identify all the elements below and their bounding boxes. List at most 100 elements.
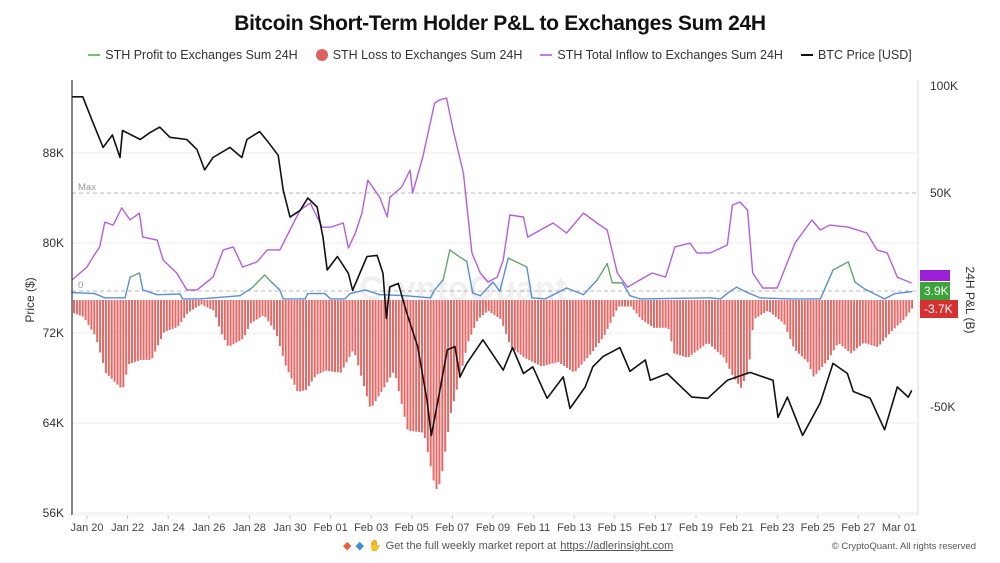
profit-line-segment — [252, 274, 266, 288]
loss-bar — [708, 300, 711, 344]
loss-bar — [505, 300, 508, 334]
loss-bar — [751, 300, 754, 331]
loss-bar — [548, 300, 551, 365]
y-left-tick-label: 64K — [43, 416, 64, 430]
loss-bar — [345, 300, 348, 363]
last-value-badge — [920, 282, 950, 300]
loss-bar — [571, 300, 574, 372]
loss-bar — [490, 300, 493, 314]
loss-bar — [273, 300, 276, 330]
loss-bar — [577, 300, 580, 368]
loss-bar — [209, 300, 212, 309]
last-value-badge-label: -3.7K — [924, 302, 953, 316]
loss-bar — [821, 300, 824, 367]
loss-bar — [203, 300, 206, 306]
y-left-tick-label: 56K — [43, 506, 64, 520]
profit-line-segment — [596, 262, 608, 281]
loss-bar — [220, 300, 223, 335]
profit-line-segment — [507, 257, 528, 268]
loss-bar — [389, 300, 392, 378]
loss-bar — [363, 300, 365, 387]
loss-bar — [84, 300, 87, 321]
loss-bar — [899, 300, 902, 323]
loss-bar — [557, 300, 560, 363]
loss-bar — [464, 300, 467, 353]
loss-bar — [760, 300, 763, 315]
loss-bar — [133, 300, 136, 362]
loss-bar — [740, 300, 742, 388]
loss-bar — [844, 300, 847, 349]
footer-link[interactable]: https://adlerinsight.com — [560, 539, 674, 552]
loss-bar — [734, 300, 737, 380]
loss-bar — [519, 300, 522, 355]
x-tick-label: Jan 30 — [273, 522, 306, 534]
loss-bar — [882, 300, 885, 342]
loss-bar — [377, 300, 380, 397]
loss-bar — [682, 300, 684, 357]
loss-bar — [522, 300, 525, 358]
loss-bar — [110, 300, 113, 379]
loss-bar — [473, 300, 476, 328]
loss-bar — [487, 300, 490, 312]
loss-bar — [774, 300, 777, 317]
loss-bar — [113, 300, 116, 382]
loss-bar — [244, 300, 247, 336]
loss-bar — [287, 300, 290, 373]
loss-bar — [757, 300, 760, 317]
loss-bar — [339, 300, 342, 373]
profit-line-segment — [744, 290, 761, 299]
loss-bar — [119, 300, 122, 388]
loss-bar — [806, 300, 809, 362]
loss-bar — [116, 300, 119, 385]
loss-bar — [635, 300, 638, 314]
loss-bar — [873, 300, 876, 347]
loss-bar — [365, 300, 368, 397]
loss-bar — [354, 300, 357, 356]
loss-bar — [450, 300, 452, 413]
profit-line-segment — [565, 287, 585, 296]
loss-bar — [769, 300, 771, 313]
x-tick-label: Feb 13 — [557, 522, 591, 534]
y-left-tick-label: 72K — [43, 326, 64, 340]
loss-bar — [853, 300, 856, 351]
loss-bar — [679, 300, 682, 356]
loss-bar — [261, 300, 264, 316]
loss-bar — [722, 300, 725, 358]
loss-bar — [191, 300, 194, 310]
loss-bar — [142, 300, 145, 360]
legend-item-price[interactable]: BTC Price [USD] — [800, 48, 912, 62]
legend-item-loss[interactable]: STH Loss to Exchanges Sum 24H — [315, 48, 522, 62]
legend-item-profit[interactable]: STH Profit to Exchanges Sum 24H — [88, 48, 298, 62]
loss-bar — [621, 300, 624, 307]
loss-bar — [600, 300, 603, 340]
profit-line-segment — [459, 256, 468, 263]
loss-bar — [452, 300, 455, 402]
profit-line-segment — [894, 290, 913, 295]
profit-line-segment — [71, 291, 96, 295]
loss-bar — [676, 300, 679, 355]
loss-bar — [516, 300, 519, 353]
loss-bar — [603, 300, 606, 335]
loss-bar — [586, 300, 589, 359]
x-tick-label: Feb 07 — [435, 522, 469, 534]
profit-line-segment — [472, 292, 482, 297]
loss-bar — [510, 300, 513, 348]
loss-bar — [151, 300, 154, 359]
loss-bar — [104, 300, 107, 373]
legend-item-inflow[interactable]: STH Total Inflow to Exchanges Sum 24H — [540, 48, 783, 62]
loss-bar — [568, 300, 571, 370]
x-tick-label: Feb 01 — [313, 522, 347, 534]
loss-bar — [249, 300, 252, 324]
loss-bar — [893, 300, 896, 329]
loss-bar — [371, 300, 374, 406]
last-value-badge-label: 3.9K — [924, 284, 949, 298]
loss-bar — [766, 300, 769, 312]
loss-bar — [861, 300, 864, 344]
loss-bar — [168, 300, 171, 330]
loss-bar — [154, 300, 157, 352]
loss-bar — [716, 300, 719, 352]
loss-bar — [447, 300, 450, 433]
loss-bar — [171, 300, 174, 329]
profit-line-segment — [759, 297, 791, 300]
legend: STH Profit to Exchanges Sum 24H STH Loss… — [0, 48, 1000, 62]
